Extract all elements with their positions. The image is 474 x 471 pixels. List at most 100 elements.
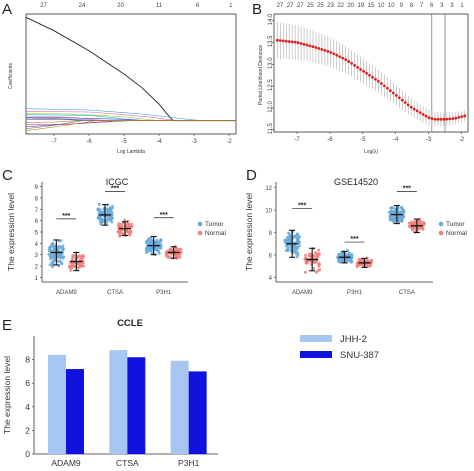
panel-b-top-tick: 3	[440, 3, 444, 9]
panel-e-title: CCLE	[117, 318, 143, 329]
panel-b-cv-point	[302, 42, 306, 46]
panel-c-data-point	[70, 264, 74, 268]
panel-d-ytick-label: 10	[265, 209, 272, 215]
panel-label-e: E	[2, 317, 12, 334]
panel-b-cv-point	[293, 40, 297, 44]
panel-e-bar-snu387	[66, 369, 84, 454]
panel-c-data-point	[60, 262, 64, 266]
panel-c-category-label: P3H1	[156, 290, 172, 296]
panel-c-data-point	[78, 254, 82, 258]
panel-b-cv-point	[418, 111, 422, 115]
panel-a-top-tick: 11	[156, 3, 163, 9]
panel-d-data-point	[400, 217, 404, 220]
panel-a-coefficient-paths: Log Lambda Coefficients -7 -6 -5 -4 -3 -2 27 24…	[8, 3, 237, 155]
panel-d-data-point	[304, 261, 308, 265]
panel-b-cv-point	[382, 84, 386, 88]
panel-c-data-point	[148, 242, 152, 246]
panel-d-data-point	[314, 270, 318, 274]
panel-c-data-point	[48, 248, 52, 252]
panel-d-data-point	[389, 215, 393, 219]
panel-c-data-point	[110, 213, 114, 217]
panel-c-data-point	[52, 254, 56, 258]
panel-d-data-point	[308, 259, 312, 263]
panel-d-category-label: P3H1	[347, 290, 363, 296]
panel-b-top-tick: 7	[420, 3, 424, 9]
panel-c-data-point	[155, 249, 159, 253]
panel-a-xtick-label: -5	[121, 139, 127, 145]
panel-c-data-point	[149, 245, 153, 249]
panel-c-data-point	[58, 259, 62, 263]
panel-label-a: A	[2, 1, 12, 18]
panel-d-ylabel: The expression level	[244, 193, 254, 271]
panel-b-cv-point	[415, 109, 419, 113]
panel-d-ytick-label: 12	[265, 186, 272, 192]
panel-b-xtick-label: -2	[459, 137, 465, 143]
panel-b-cv-point	[391, 91, 395, 95]
panel-e-category-label: ADAM9	[51, 458, 81, 466]
panel-b-cv-point	[365, 71, 368, 75]
panel-c-data-point	[129, 231, 133, 235]
panel-b-top-tick: 10	[378, 3, 385, 9]
panel-d-data-point	[303, 270, 307, 274]
panel-c-data-point	[154, 246, 158, 250]
panel-d-data-point	[407, 224, 411, 228]
panel-b-top-tick: 25	[317, 3, 324, 9]
panel-b-cv-point	[299, 42, 303, 45]
panel-d-data-point	[393, 209, 396, 213]
panel-d-data-point	[370, 259, 373, 263]
panel-b-cv-point	[388, 89, 392, 93]
panel-c-ytick-label: 7	[35, 208, 39, 214]
panel-b-cv-point	[284, 39, 288, 43]
panel-c-data-point	[127, 223, 131, 227]
panel-c-data-point	[165, 254, 169, 257]
panel-d-data-point	[315, 252, 319, 256]
panel-d-data-point	[400, 205, 404, 209]
panel-e-legend-label: JHH-2	[340, 334, 367, 345]
panel-b-cv-point	[329, 51, 333, 54]
panel-label-b: B	[252, 1, 262, 18]
panel-c-data-point	[107, 207, 111, 211]
panel-b-top-tick: 27	[277, 3, 284, 9]
panel-c-data-point	[145, 251, 148, 254]
panel-b-cv-point	[290, 40, 294, 44]
panel-c-data-point	[110, 220, 114, 224]
panel-c-legend-marker	[197, 221, 203, 227]
panel-e-bar-jhh2	[170, 360, 189, 454]
panel-d-sig-label: ***	[298, 202, 306, 209]
panel-d-data-point	[295, 250, 299, 254]
panel-c-ytick-label: 9	[35, 185, 39, 191]
panel-b-ytick-label: 13.0	[268, 57, 274, 69]
panel-d-data-point	[355, 261, 359, 265]
panel-d-data-point	[287, 231, 291, 235]
panel-b-ylabel: Partial Likelihood Deviance	[258, 45, 264, 106]
panel-b-cv-point	[424, 114, 428, 118]
panel-b-frame	[273, 13, 469, 133]
panel-c-data-point	[56, 248, 60, 252]
panel-b-cv-point	[374, 77, 377, 81]
panel-b-cv-point	[427, 116, 431, 120]
panel-b-cv-point	[380, 82, 383, 85]
panel-c-data-point	[79, 257, 83, 261]
panel-d-ytick-label: 8	[269, 231, 273, 237]
panel-d-data-point	[348, 258, 352, 262]
panel-b-cv-point	[314, 46, 318, 49]
panel-c-data-point	[69, 268, 73, 272]
panel-e-category-label: CTSA	[116, 458, 139, 466]
panel-d-legend-marker	[438, 221, 444, 227]
panel-a-xtick-label: -4	[156, 139, 162, 145]
panel-b-cv-point	[332, 52, 336, 56]
panel-d-data-point	[402, 209, 406, 213]
panel-c-ytick-label: 6	[35, 219, 39, 225]
panel-c-data-point	[177, 253, 181, 257]
panel-d-data-point	[421, 227, 425, 231]
panel-d-data-point	[317, 248, 321, 252]
panel-c-data-point	[98, 215, 102, 219]
panel-b-cv-point	[323, 49, 327, 52]
panel-d-data-point	[417, 226, 421, 230]
panel-d-data-point	[340, 253, 344, 257]
panel-b-cv-point	[335, 53, 339, 57]
panel-d-legend-label: Tumor	[446, 221, 465, 228]
panel-c-data-point	[157, 251, 161, 255]
panel-c-data-point	[179, 251, 183, 255]
panel-e-legend-swatch	[300, 335, 332, 342]
